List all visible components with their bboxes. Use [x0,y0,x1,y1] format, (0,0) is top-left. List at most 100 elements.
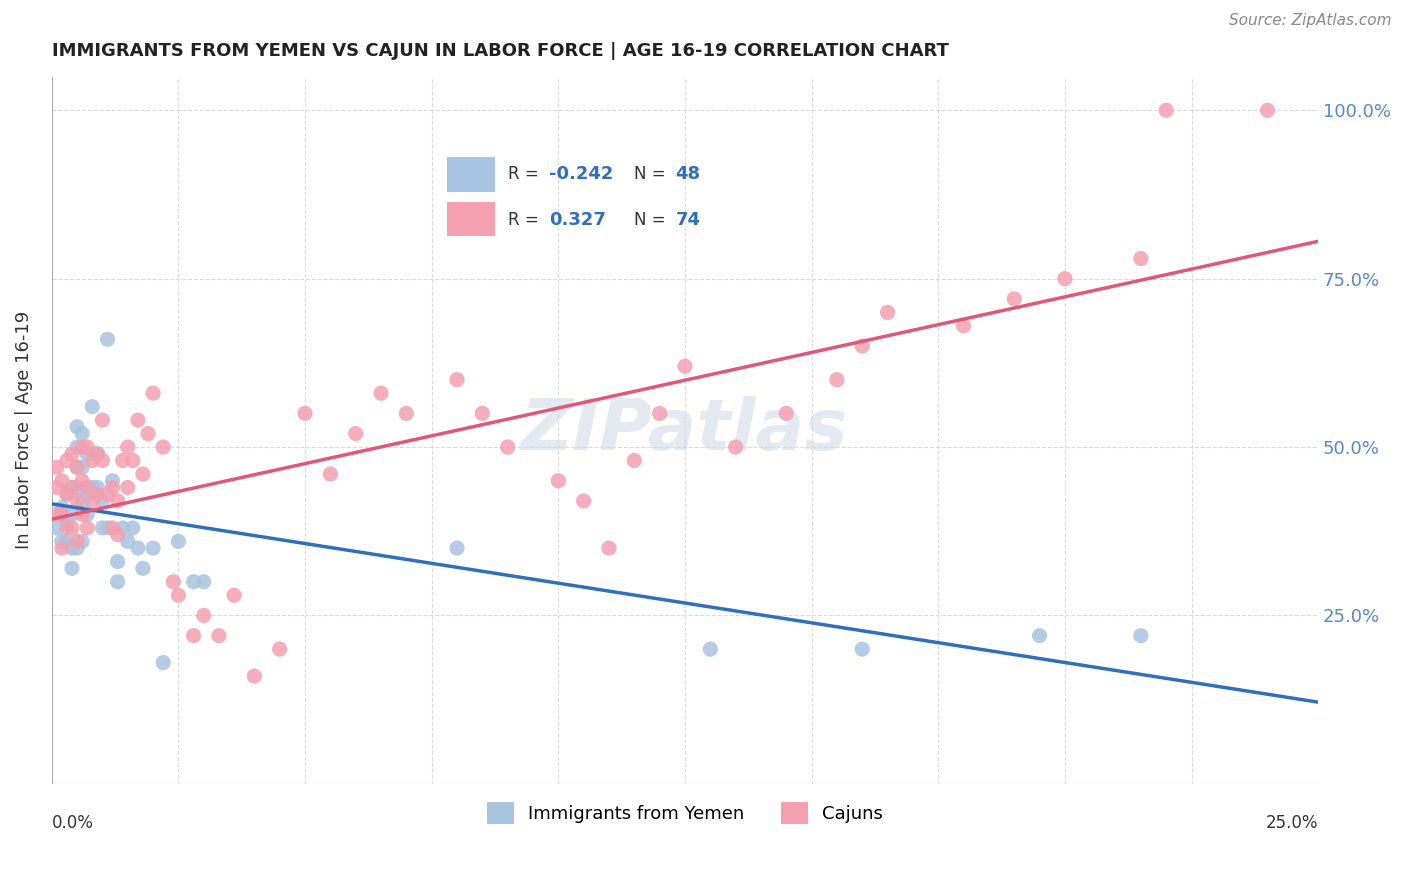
Point [51,474,73,488]
Point [183,574,205,589]
Point [101,480,124,494]
Point [699,642,721,657]
Point [243,669,266,683]
Point [1002,292,1025,306]
Point [66,460,89,475]
Point [127,413,149,427]
Point [60,541,83,555]
Point [96,487,118,501]
Point [876,305,898,319]
Point [162,574,184,589]
Text: Source: ZipAtlas.com: Source: ZipAtlas.com [1229,13,1392,29]
Point [76,521,98,535]
Point [111,453,134,467]
Point [45,480,67,494]
Point [370,386,392,401]
Point [952,318,974,333]
Point [86,447,108,461]
Point [60,521,83,535]
Point [142,386,165,401]
Point [45,508,67,522]
Point [101,474,124,488]
Text: 0.0%: 0.0% [52,814,94,832]
Point [117,440,139,454]
Point [446,541,468,555]
Point [825,373,848,387]
Point [496,440,519,454]
Point [70,460,93,475]
Point [572,494,595,508]
Point [91,521,114,535]
Point [224,588,246,602]
Point [101,521,124,535]
Point [86,480,108,494]
Point [446,373,468,387]
Point [70,426,93,441]
Point [724,440,747,454]
Text: ZIPatlas: ZIPatlas [522,396,849,465]
Point [60,447,83,461]
Point [1129,252,1152,266]
Point [851,642,873,657]
Point [66,494,89,508]
Point [167,534,190,549]
Point [107,494,129,508]
Point [96,521,118,535]
Point [183,629,205,643]
Point [193,608,215,623]
Point [1256,103,1278,118]
Point [91,494,114,508]
Point [82,453,104,467]
Text: 25.0%: 25.0% [1265,814,1319,832]
Point [76,487,98,501]
Point [66,541,89,555]
Point [56,521,79,535]
Point [471,406,494,420]
Point [673,359,696,374]
Point [82,400,104,414]
Point [152,656,174,670]
Point [107,555,129,569]
Point [623,453,645,467]
Point [111,521,134,535]
Point [56,534,79,549]
Point [142,541,165,555]
Point [45,521,67,535]
Point [91,453,114,467]
Point [1053,271,1076,285]
Point [775,406,797,420]
Point [121,521,143,535]
Point [132,561,155,575]
Point [66,534,89,549]
Point [60,480,83,494]
Point [60,508,83,522]
Point [851,339,873,353]
Point [127,541,149,555]
Point [136,426,159,441]
Point [45,460,67,475]
Point [82,480,104,494]
Point [294,406,316,420]
Point [70,508,93,522]
Point [66,480,89,494]
Point [56,514,79,528]
Point [70,474,93,488]
Point [167,588,190,602]
Point [76,447,98,461]
Point [51,508,73,522]
Point [344,426,367,441]
Point [1129,629,1152,643]
Point [76,508,98,522]
Point [66,440,89,454]
Text: IMMIGRANTS FROM YEMEN VS CAJUN IN LABOR FORCE | AGE 16-19 CORRELATION CHART: IMMIGRANTS FROM YEMEN VS CAJUN IN LABOR … [52,42,949,60]
Point [70,440,93,454]
Point [395,406,418,420]
Point [91,413,114,427]
Point [56,453,79,467]
Point [208,629,231,643]
Point [117,480,139,494]
Legend: Immigrants from Yemen, Cajuns: Immigrants from Yemen, Cajuns [479,795,890,831]
Point [70,494,93,508]
Point [107,527,129,541]
Point [82,494,104,508]
